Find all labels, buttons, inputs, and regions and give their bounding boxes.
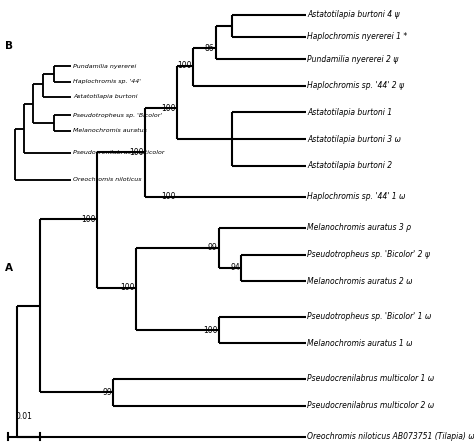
Text: Haplochromis sp. '44': Haplochromis sp. '44' — [73, 79, 141, 84]
Text: 100: 100 — [129, 148, 144, 157]
Text: A: A — [5, 263, 13, 273]
Text: Melanochromis auratus: Melanochromis auratus — [73, 128, 147, 133]
Text: 0.01: 0.01 — [15, 412, 32, 421]
Text: Haplochromis sp. '44' 2 ψ: Haplochromis sp. '44' 2 ψ — [307, 81, 404, 90]
Text: Pseudocrenilabrus multicolor 2 ω: Pseudocrenilabrus multicolor 2 ω — [307, 401, 434, 410]
Text: Melanochromis auratus 3 ρ: Melanochromis auratus 3 ρ — [307, 224, 411, 232]
Text: Oreochromis niloticus AB073751 (Tilapia) ω: Oreochromis niloticus AB073751 (Tilapia)… — [307, 432, 474, 441]
Text: Pseudotropheus sp. 'Bicolor': Pseudotropheus sp. 'Bicolor' — [73, 113, 162, 118]
Text: Melanochromis auratus 2 ω: Melanochromis auratus 2 ω — [307, 277, 412, 286]
Text: Pseudotropheus sp. 'Bicolor' 1 ω: Pseudotropheus sp. 'Bicolor' 1 ω — [307, 312, 431, 321]
Text: 100: 100 — [120, 283, 134, 292]
Text: Astatotilapia burtoni: Astatotilapia burtoni — [73, 94, 137, 99]
Text: Pseudotropheus sp. 'Bicolor' 2 ψ: Pseudotropheus sp. 'Bicolor' 2 ψ — [307, 250, 430, 259]
Text: 100: 100 — [203, 325, 218, 335]
Text: Astatotilapia burtoni 2: Astatotilapia burtoni 2 — [307, 161, 392, 170]
Text: Pundamilia nyererei: Pundamilia nyererei — [73, 64, 137, 69]
Text: 100: 100 — [177, 61, 192, 70]
Text: 100: 100 — [161, 104, 176, 113]
Text: Oreochromis niloticus: Oreochromis niloticus — [73, 177, 142, 182]
Text: Pseudocrenilabrus multicolor 1 ω: Pseudocrenilabrus multicolor 1 ω — [307, 375, 434, 384]
Text: 99: 99 — [102, 388, 112, 397]
Text: 100: 100 — [161, 192, 176, 201]
Text: Haplochromis nyererei 1 *: Haplochromis nyererei 1 * — [307, 33, 407, 42]
Text: Haplochromis sp. '44' 1 ω: Haplochromis sp. '44' 1 ω — [307, 192, 405, 201]
Text: Melanochromis auratus 1 ω: Melanochromis auratus 1 ω — [307, 339, 412, 348]
Text: 100: 100 — [82, 215, 96, 224]
Text: Astatotilapia burtoni 4 ψ: Astatotilapia burtoni 4 ψ — [307, 10, 400, 19]
Text: Pseudocrenilabrus multicolor: Pseudocrenilabrus multicolor — [73, 150, 164, 155]
Text: B: B — [5, 41, 13, 51]
Text: Pundamilia nyererei 2 ψ: Pundamilia nyererei 2 ψ — [307, 55, 398, 63]
Text: Astatotilapia burtoni 3 ω: Astatotilapia burtoni 3 ω — [307, 135, 401, 143]
Text: 94: 94 — [230, 263, 240, 272]
Text: 99: 99 — [208, 244, 218, 253]
Text: Astatotilapia burtoni 1: Astatotilapia burtoni 1 — [307, 108, 392, 117]
Text: 86: 86 — [205, 43, 214, 53]
